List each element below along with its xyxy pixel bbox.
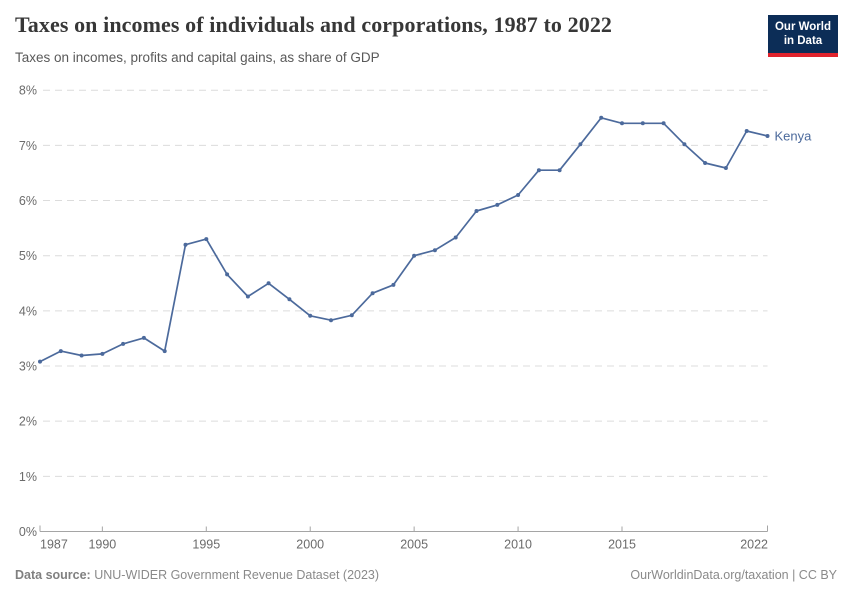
data-point[interactable] bbox=[516, 193, 521, 197]
data-source: Data source: UNU-WIDER Government Revenu… bbox=[15, 568, 379, 582]
data-point[interactable] bbox=[744, 129, 749, 133]
y-axis-tick-label: 0% bbox=[19, 525, 37, 539]
data-point[interactable] bbox=[100, 351, 105, 356]
data-point[interactable] bbox=[141, 335, 146, 340]
data-point[interactable] bbox=[723, 166, 728, 170]
data-point[interactable] bbox=[412, 253, 417, 258]
data-point[interactable] bbox=[495, 202, 500, 207]
data-point[interactable] bbox=[682, 142, 687, 147]
data-point[interactable] bbox=[58, 349, 63, 354]
x-axis-tick-label: 2000 bbox=[296, 538, 324, 552]
data-point[interactable] bbox=[79, 353, 84, 358]
data-point[interactable] bbox=[204, 237, 209, 242]
y-axis-tick-label: 2% bbox=[19, 415, 37, 429]
series-line-kenya[interactable] bbox=[39, 116, 769, 363]
data-point[interactable] bbox=[245, 294, 250, 299]
data-point[interactable] bbox=[578, 142, 583, 147]
data-point[interactable] bbox=[370, 291, 375, 296]
data-point[interactable] bbox=[703, 161, 708, 165]
chart-subtitle: Taxes on incomes, profits and capital ga… bbox=[15, 50, 380, 65]
y-axis-tick-label: 8% bbox=[19, 84, 37, 98]
data-point[interactable] bbox=[329, 318, 333, 323]
data-point[interactable] bbox=[121, 341, 126, 346]
y-axis-tick-label: 1% bbox=[19, 470, 37, 484]
y-axis-tick-label: 7% bbox=[19, 139, 37, 153]
y-axis-tick-label: 5% bbox=[19, 249, 37, 263]
y-axis-tick-label: 3% bbox=[19, 360, 37, 374]
owid-logo[interactable]: Our World in Data bbox=[768, 15, 838, 57]
series-label-kenya[interactable]: Kenya bbox=[775, 128, 813, 143]
owid-logo-line1: Our World bbox=[774, 21, 831, 33]
owid-logo-box: Our World in Data bbox=[768, 15, 838, 53]
data-point[interactable] bbox=[162, 349, 167, 354]
x-axis-tick-label: 1995 bbox=[192, 538, 220, 552]
data-point[interactable] bbox=[287, 297, 292, 302]
x-axis-tick-label: 2005 bbox=[400, 538, 428, 552]
chart-footer: Data source: UNU-WIDER Government Revenu… bbox=[15, 568, 837, 582]
data-point[interactable] bbox=[765, 134, 770, 138]
data-point[interactable] bbox=[557, 168, 562, 173]
data-point[interactable] bbox=[640, 121, 645, 126]
data-point[interactable] bbox=[391, 282, 396, 287]
data-point[interactable] bbox=[266, 281, 271, 286]
data-point[interactable] bbox=[620, 121, 624, 126]
x-axis-tick-label: 2022 bbox=[740, 538, 768, 552]
footer-credit: OurWorldinData.org/taxation | CC BY bbox=[630, 568, 837, 582]
data-point[interactable] bbox=[183, 242, 188, 247]
owid-logo-line2: in Data bbox=[783, 34, 823, 47]
data-point[interactable] bbox=[349, 313, 354, 318]
data-point[interactable] bbox=[308, 313, 313, 318]
data-point[interactable] bbox=[432, 248, 437, 253]
data-source-label: Data source: bbox=[15, 568, 91, 582]
y-axis-tick-label: 6% bbox=[19, 194, 37, 208]
data-point[interactable] bbox=[661, 121, 666, 126]
owid-logo-accent-bar bbox=[768, 53, 838, 57]
x-axis-tick-label: 2010 bbox=[504, 538, 532, 552]
data-point[interactable] bbox=[599, 115, 604, 120]
data-source-text: UNU-WIDER Government Revenue Dataset (20… bbox=[90, 568, 380, 582]
data-point[interactable] bbox=[536, 168, 541, 173]
data-point[interactable] bbox=[453, 235, 458, 240]
data-point[interactable] bbox=[38, 359, 42, 364]
x-axis-tick-label: 2015 bbox=[608, 538, 636, 552]
page-title: Taxes on incomes of individuals and corp… bbox=[15, 12, 613, 37]
x-axis-tick-label: 1990 bbox=[88, 538, 116, 552]
data-point[interactable] bbox=[474, 209, 479, 213]
data-point[interactable] bbox=[225, 272, 230, 277]
x-axis-tick-label: 1987 bbox=[40, 538, 68, 552]
y-axis-tick-label: 4% bbox=[19, 304, 37, 318]
